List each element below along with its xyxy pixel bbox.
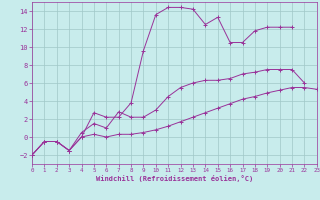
X-axis label: Windchill (Refroidissement éolien,°C): Windchill (Refroidissement éolien,°C) — [96, 175, 253, 182]
